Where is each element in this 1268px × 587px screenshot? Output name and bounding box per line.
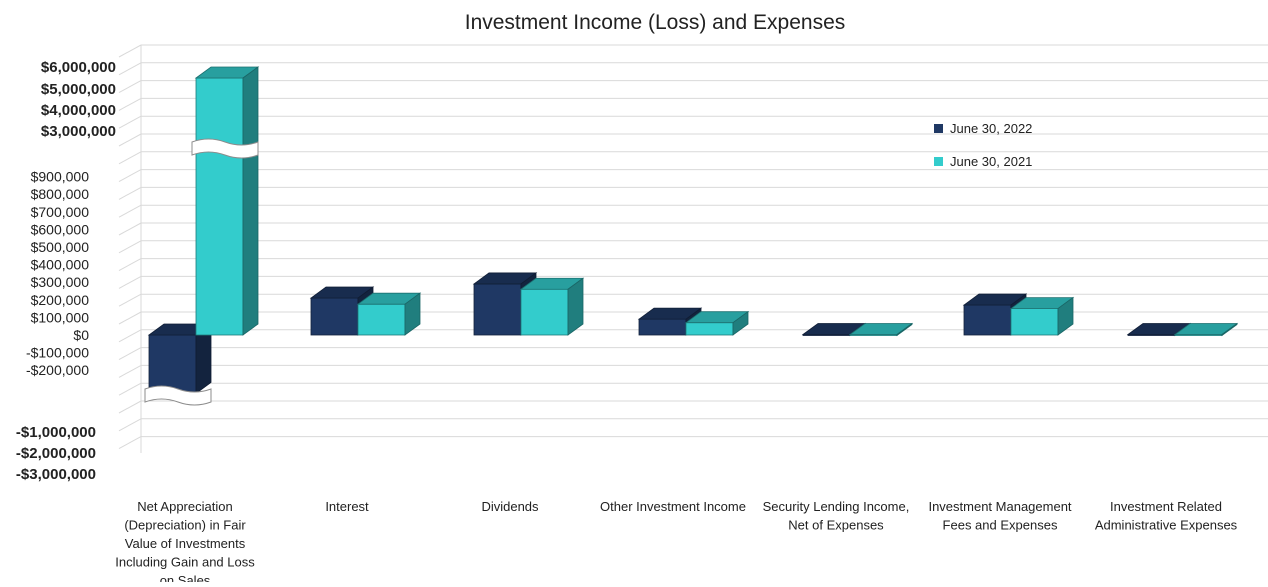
x-category-label: Including Gain and Loss	[115, 555, 255, 570]
x-category-label: Administrative Expenses	[1095, 518, 1238, 533]
bar-front	[357, 303, 406, 336]
gridline-depth	[118, 382, 142, 396]
bar	[684, 310, 750, 336]
legend-label: June 30, 2021	[950, 154, 1032, 169]
x-category-label: Value of Investments	[125, 536, 246, 551]
y-tick-label: $900,000	[31, 169, 90, 185]
x-category-label: Security Lending Income,	[763, 499, 910, 514]
bar-front	[963, 304, 1012, 336]
x-category-label: (Depreciation) in Fair	[124, 518, 246, 533]
y-tick-label: $5,000,000	[41, 81, 116, 98]
bar-side	[732, 310, 749, 336]
bar	[356, 292, 422, 336]
y-tick-label: $200,000	[31, 292, 90, 308]
x-category-label: Interest	[325, 499, 369, 514]
axis-breaks	[144, 138, 259, 406]
bar-side	[404, 292, 421, 336]
legend-swatch	[934, 124, 943, 133]
y-axis: $6,000,000 $5,000,000 $4,000,000 $3,000,000…	[16, 59, 116, 483]
bar	[1009, 296, 1075, 336]
bar-front	[638, 318, 687, 336]
y-tick-label: $700,000	[31, 204, 90, 220]
gridline-depth	[118, 44, 142, 58]
y-tick-label: $500,000	[31, 239, 90, 255]
gridlines	[118, 44, 1268, 453]
bar	[848, 322, 914, 337]
bars	[147, 66, 1239, 395]
bar-front	[685, 322, 734, 336]
gridline-depth	[118, 418, 142, 432]
gridline-depth	[118, 347, 142, 361]
gridline-depth	[118, 133, 142, 147]
gridline-depth	[118, 329, 142, 343]
y-tick-label: $3,000,000	[41, 123, 116, 140]
y-tick-label: $400,000	[31, 257, 90, 273]
x-category-label: Net of Expenses	[788, 518, 884, 533]
bar-side	[242, 66, 259, 336]
bar-side	[1057, 296, 1074, 336]
y-tick-label: -$200,000	[26, 362, 89, 378]
x-category-label: Investment Related	[1110, 499, 1222, 514]
y-tick-label: -$2,000,000	[16, 445, 96, 462]
gridline-depth	[118, 400, 142, 414]
gridline-depth	[118, 115, 142, 129]
gridline-depth	[118, 97, 142, 111]
bar	[519, 277, 585, 336]
axis-break-marker	[144, 385, 212, 406]
y-tick-label: $300,000	[31, 274, 90, 290]
gridline-depth	[118, 293, 142, 307]
legend-swatch	[934, 157, 943, 166]
x-category-label: on Sales	[160, 573, 211, 582]
bar-side	[896, 322, 913, 337]
x-category-label: Other Investment Income	[600, 499, 746, 514]
y-tick-label: $600,000	[31, 221, 90, 237]
bar-front	[195, 77, 244, 336]
y-tick-label: $4,000,000	[41, 102, 116, 119]
gridline-depth	[118, 436, 142, 450]
bar	[147, 323, 213, 395]
bar	[194, 66, 260, 336]
bar-side	[1221, 322, 1238, 337]
y-tick-label: $6,000,000	[41, 59, 116, 76]
gridline-depth	[118, 186, 142, 200]
bar-front	[1010, 308, 1059, 336]
gridline-depth	[118, 275, 142, 289]
y-tick-label: -$100,000	[26, 345, 89, 361]
x-category-label: Investment Management	[928, 499, 1071, 514]
x-category-label: Dividends	[481, 499, 539, 514]
y-tick-label: -$1,000,000	[16, 424, 96, 441]
y-tick-label: -$3,000,000	[16, 466, 96, 483]
gridline-depth	[118, 258, 142, 272]
gridline-depth	[118, 364, 142, 378]
gridline-depth	[118, 222, 142, 236]
gridline-depth	[118, 62, 142, 76]
legend: June 30, 2022 June 30, 2021	[934, 121, 1032, 169]
gridline-depth	[118, 240, 142, 254]
gridline-depth	[118, 204, 142, 218]
x-axis: Net Appreciation (Depreciation) in Fair Va…	[115, 499, 1238, 587]
bar-front	[148, 334, 197, 394]
gridline-depth	[118, 169, 142, 183]
bar-front	[473, 283, 522, 336]
bar-front	[520, 288, 569, 336]
bar-side	[567, 277, 584, 336]
gridline-depth	[118, 311, 142, 325]
bar-front	[310, 297, 359, 336]
y-tick-label: $100,000	[31, 309, 90, 325]
x-category-label: Net Appreciation	[137, 499, 232, 514]
gridline-depth	[118, 151, 142, 165]
y-tick-label: $800,000	[31, 186, 90, 202]
x-category-label: Fees and Expenses	[943, 518, 1058, 533]
bar	[1173, 322, 1239, 337]
y-tick-label: $0	[73, 327, 89, 343]
legend-label: June 30, 2022	[950, 121, 1032, 136]
chart-title: Investment Income (Loss) and Expenses	[465, 11, 846, 34]
axis-break-marker	[191, 138, 259, 159]
gridline-depth	[118, 80, 142, 94]
